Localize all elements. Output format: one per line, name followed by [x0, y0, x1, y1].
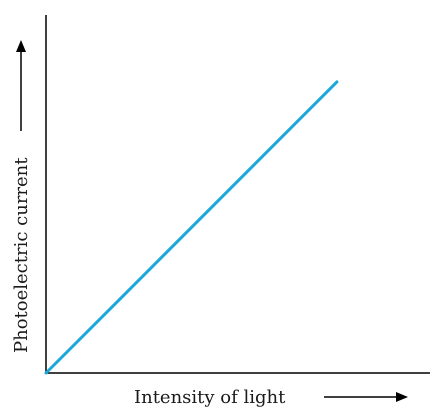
- series-layer: [44, 80, 339, 375]
- x-axis-label: Intensity of light: [134, 387, 286, 408]
- x-axis-label-group: Intensity of light: [134, 387, 408, 408]
- y-axis-label-group: Photoelectric current: [11, 40, 32, 353]
- y-axis-label: Photoelectric current: [11, 157, 32, 353]
- series-line-0: [44, 80, 339, 375]
- x-axis-arrowhead-icon: [396, 392, 408, 402]
- y-axis-arrowhead-icon: [16, 40, 26, 52]
